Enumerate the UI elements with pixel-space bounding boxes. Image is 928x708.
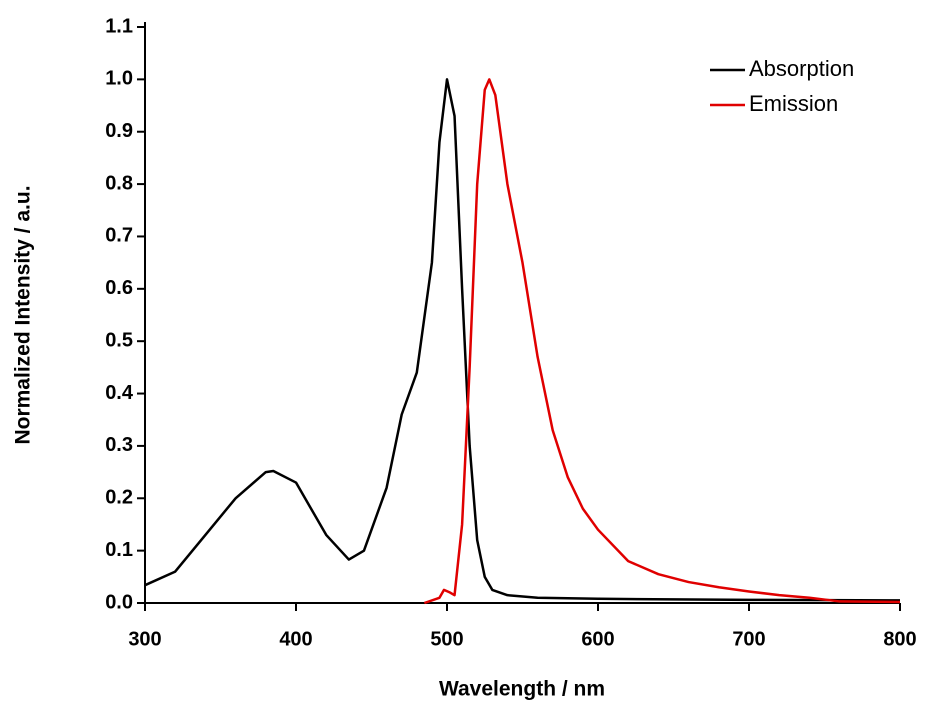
y-tick-label: 0.4 — [105, 382, 134, 404]
x-tick-label: 700 — [732, 628, 765, 650]
x-tick-label: 600 — [581, 628, 614, 650]
y-tick-label: 1.0 — [105, 68, 133, 90]
y-tick-label: 0.6 — [105, 277, 133, 299]
x-tick-label: 400 — [279, 628, 312, 650]
x-tick-label: 500 — [430, 628, 463, 650]
y-tick-label: 0.7 — [105, 225, 133, 247]
y-tick-label: 0.0 — [105, 591, 133, 613]
y-tick-label: 0.8 — [105, 172, 133, 194]
y-tick-label: 1.1 — [105, 15, 133, 37]
x-tick-label: 800 — [883, 628, 916, 650]
x-axis-label: Wavelength / nm — [439, 678, 605, 701]
line — [423, 78, 901, 605]
y-axis-label: Normalized Intensity / a.u. — [12, 185, 35, 444]
legend-label: Emission — [749, 91, 838, 116]
y-tick-label: 0.1 — [105, 539, 133, 561]
y-tick-label: 0.2 — [105, 487, 133, 509]
legend-label: Absorption — [749, 56, 854, 81]
y-tick-label: 0.3 — [105, 434, 133, 456]
y-tick-label: 0.9 — [105, 120, 133, 142]
y-tick-label: 0.5 — [105, 329, 133, 351]
line — [144, 78, 901, 602]
x-tick-label: 300 — [128, 628, 161, 650]
